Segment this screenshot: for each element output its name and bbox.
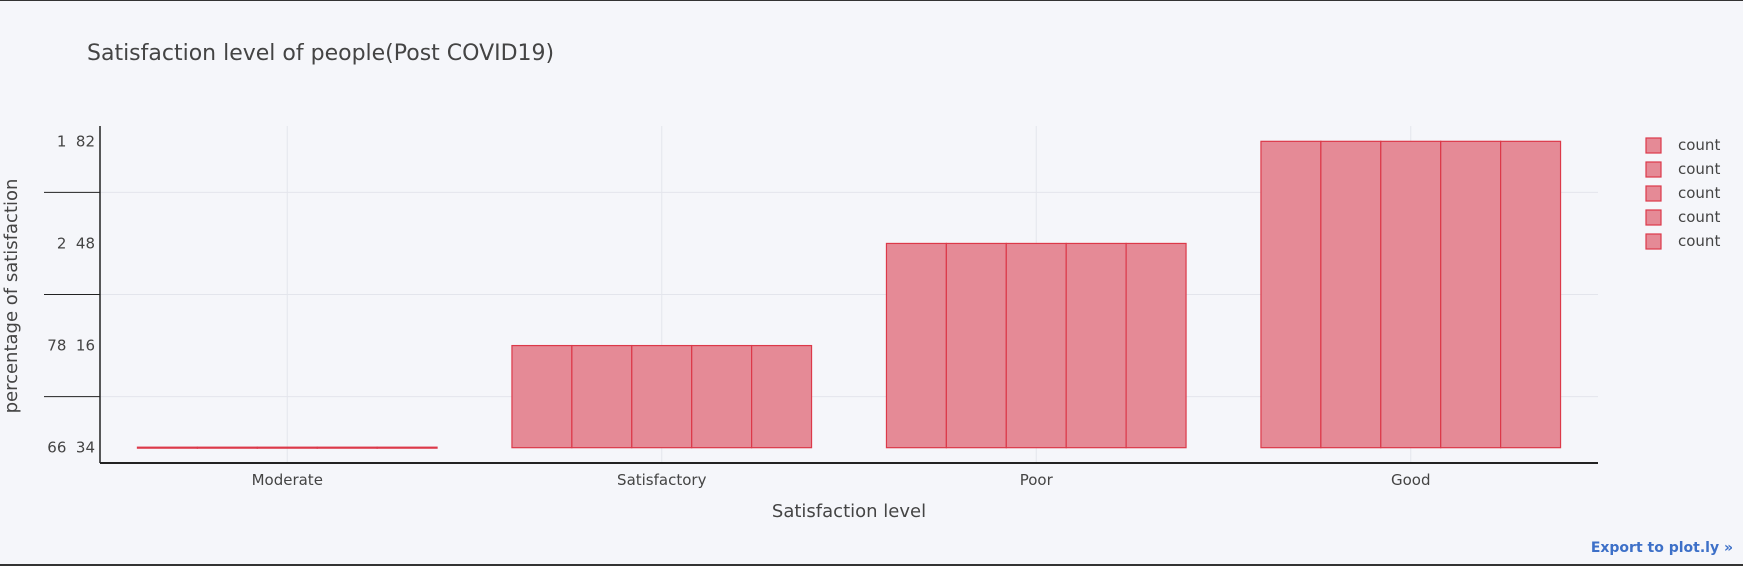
bar [1380,140,1442,449]
bar [945,242,1007,449]
legend-label: count [1678,208,1720,226]
legend-label: count [1678,160,1720,178]
legend-swatch [1645,209,1662,226]
legend-item[interactable]: count [1645,208,1720,226]
x-tick-label: Good [1391,471,1431,489]
bar [1065,242,1127,449]
tick-labels: Moderate Satisfactory Poor Good 66 34 78 16 2 … [47,132,1430,489]
y-tick-label: 78 16 [47,337,95,355]
bar [691,344,753,449]
legend-label: count [1678,232,1720,250]
legend[interactable]: count count count count count [1645,136,1720,250]
chart-title: Satisfaction level of people(Post COVID1… [87,41,555,66]
export-to-plotly-link[interactable]: Export to plot.ly » [1590,540,1733,556]
axes [44,126,1598,464]
legend-swatch [1645,185,1662,202]
legend-item[interactable]: count [1645,232,1720,250]
bar [136,446,198,449]
bar [256,446,318,449]
bar [316,446,378,449]
bar [1320,140,1382,449]
bar [196,446,258,449]
legend-item[interactable]: count [1645,136,1720,154]
bar [376,446,438,449]
x-tick-label: Satisfactory [617,471,707,489]
legend-swatch [1645,161,1662,178]
legend-swatch [1645,233,1662,250]
legend-item[interactable]: count [1645,184,1720,202]
bar [571,344,633,449]
x-axis-label: Satisfaction level [772,501,926,522]
y-tick-label: 66 34 [47,439,95,457]
y-tick-label: 1 82 [57,132,95,150]
bars [136,140,1562,449]
bar [1500,140,1562,449]
bar [1125,242,1187,449]
x-tick-label: Moderate [252,471,323,489]
bar [751,344,813,449]
legend-label: count [1678,136,1720,154]
legend-item[interactable]: count [1645,160,1720,178]
legend-label: count [1678,184,1720,202]
bar [1260,140,1322,449]
bar [511,344,573,449]
bar [885,242,947,449]
bar [631,344,693,449]
legend-swatch [1645,137,1662,154]
x-tick-label: Poor [1020,471,1054,489]
y-tick-label: 2 48 [57,234,95,252]
y-axis-label: percentage of satisfaction [1,179,22,414]
bar [1440,140,1502,449]
bar [1005,242,1067,449]
